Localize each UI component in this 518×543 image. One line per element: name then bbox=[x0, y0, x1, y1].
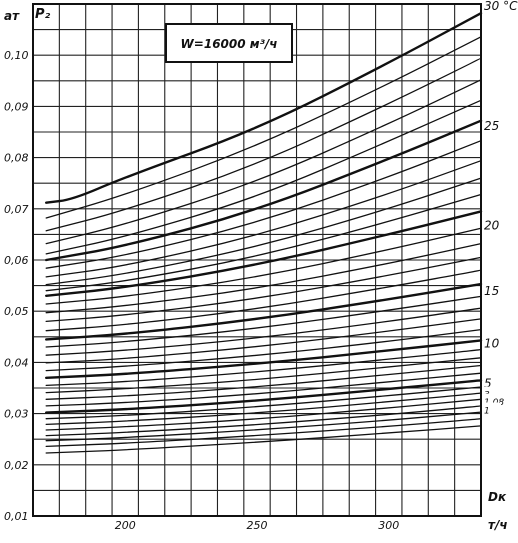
series-line bbox=[45, 177, 482, 286]
series-line bbox=[45, 193, 482, 292]
y-tick-label: 0,07 bbox=[4, 203, 29, 216]
x-tick-label: 250 bbox=[247, 519, 268, 532]
y-tick-label: 0,01 bbox=[4, 510, 29, 523]
series-line bbox=[45, 36, 482, 219]
y-axis-unit: ат bbox=[4, 9, 20, 23]
curve-label-bg bbox=[483, 0, 517, 13]
curve-label: 10 bbox=[484, 336, 500, 350]
chart-title: W=16000 м³/ч bbox=[181, 37, 278, 51]
chart-title-box: W=16000 м³/ч bbox=[165, 23, 293, 63]
y-tick-label: 0,08 bbox=[4, 152, 29, 165]
series-line bbox=[45, 282, 483, 341]
y-tick-label: 0,05 bbox=[4, 305, 29, 318]
y-tick-label: 0,09 bbox=[4, 100, 29, 113]
curve-label-bg bbox=[483, 118, 503, 132]
series-line bbox=[45, 348, 482, 387]
series-line bbox=[45, 307, 482, 356]
curve-label-bg bbox=[483, 218, 503, 232]
series-line bbox=[45, 242, 482, 314]
curve-label-bg bbox=[483, 402, 501, 416]
curve-label-bg bbox=[483, 284, 503, 298]
curve-label-bg bbox=[483, 376, 503, 390]
title-box bbox=[165, 23, 293, 63]
series-line bbox=[45, 210, 483, 297]
series-line bbox=[45, 339, 483, 379]
series-line bbox=[45, 227, 482, 305]
y-tick-label: 0,03 bbox=[4, 408, 29, 421]
curve-label: 5 bbox=[484, 376, 492, 390]
series-line bbox=[45, 119, 483, 262]
series-line bbox=[45, 364, 482, 400]
curve-label: 30 °C bbox=[484, 0, 518, 13]
series-line bbox=[45, 11, 483, 204]
y-tick-label: 0,04 bbox=[4, 356, 29, 369]
series-line bbox=[45, 295, 482, 348]
series-line bbox=[45, 256, 482, 323]
series-lines bbox=[45, 11, 483, 454]
series-line bbox=[45, 392, 482, 426]
curve-label: 15 bbox=[484, 284, 499, 298]
series-line bbox=[45, 328, 482, 372]
series-line bbox=[45, 418, 482, 448]
curve-label: 20 bbox=[484, 219, 500, 233]
series-line bbox=[45, 386, 482, 420]
plot-border bbox=[32, 3, 482, 517]
series-line bbox=[45, 318, 482, 364]
series-line bbox=[45, 372, 482, 407]
x-axis-unit: т/ч bbox=[488, 518, 508, 532]
series-line bbox=[45, 425, 482, 454]
series-line bbox=[45, 269, 482, 332]
x-tick-label: 300 bbox=[378, 519, 399, 532]
series-line bbox=[45, 160, 482, 278]
series-line bbox=[45, 79, 482, 245]
x-axis-symbol: Dк bbox=[488, 490, 507, 504]
curve-label: 1 bbox=[484, 407, 490, 417]
y-tick-label: 0,06 bbox=[4, 254, 29, 267]
series-line bbox=[45, 140, 482, 269]
tick-labels: 0,01 0,02 0,03 0,04 0,05 0,06 0,07 0,08 0,09 0,10… bbox=[4, 49, 399, 532]
series-line bbox=[45, 357, 482, 394]
y-tick-label: 0,10 bbox=[4, 49, 29, 62]
series-line bbox=[45, 405, 482, 437]
curve-label-bg bbox=[483, 336, 503, 350]
y-axis-symbol: P₂ bbox=[35, 7, 51, 22]
series-line bbox=[45, 57, 482, 232]
series-line bbox=[45, 99, 482, 255]
curve-labels: 30 °C25201510531,081 bbox=[483, 0, 518, 417]
series-line bbox=[45, 379, 483, 414]
series-line bbox=[45, 398, 482, 431]
plot-frame bbox=[32, 3, 482, 517]
x-tick-label: 200 bbox=[115, 519, 136, 532]
y-tick-label: 0,02 bbox=[4, 459, 29, 472]
curve-label: 25 bbox=[484, 119, 499, 133]
series-line bbox=[45, 411, 482, 442]
